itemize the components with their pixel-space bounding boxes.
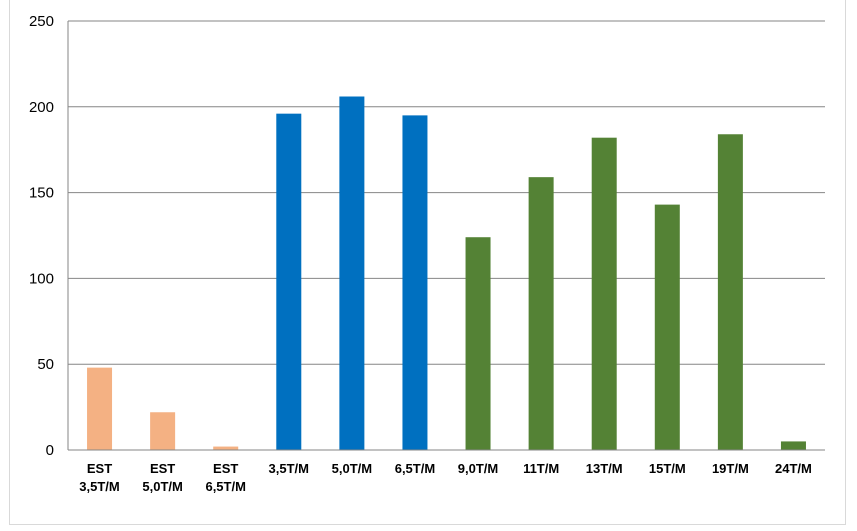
x-tick-label: EST [213,461,238,476]
bar [529,177,554,450]
y-tick-label: 0 [46,442,54,459]
bar [339,97,364,450]
y-tick-label: 200 [29,99,54,116]
bar [276,114,301,450]
bar [781,441,806,450]
x-tick-label: 3,5T/M [269,461,309,476]
x-tick-label: 9,0T/M [458,461,498,476]
axes [68,21,825,450]
y-tick-label: 100 [29,270,54,287]
x-tick-label: 24T/M [775,461,812,476]
x-tick-label: 19T/M [712,461,749,476]
x-tick-label: 6,5T/M [395,461,435,476]
x-tick-label: 5,0T/M [332,461,372,476]
x-tick-label: 3,5T/M [79,479,119,494]
y-tick-label: 50 [37,356,54,373]
x-tick-label: EST [87,461,112,476]
bar [655,205,680,450]
bar [213,447,238,450]
x-tick-label: EST [150,461,175,476]
bar [592,138,617,450]
bars [87,97,806,450]
x-tick-label: 13T/M [586,461,623,476]
y-tick-label: 250 [29,13,54,30]
bar [150,412,175,450]
x-tick-label: 15T/M [649,461,686,476]
bar [466,237,491,450]
x-tick-label: 5,0T/M [142,479,182,494]
bar [402,115,427,450]
bar [718,134,743,450]
x-tick-label: 11T/M [523,461,559,476]
y-tick-label: 150 [29,185,54,202]
gridlines [68,21,825,364]
bar [87,368,112,450]
x-tick-label: 6,5T/M [205,479,245,494]
